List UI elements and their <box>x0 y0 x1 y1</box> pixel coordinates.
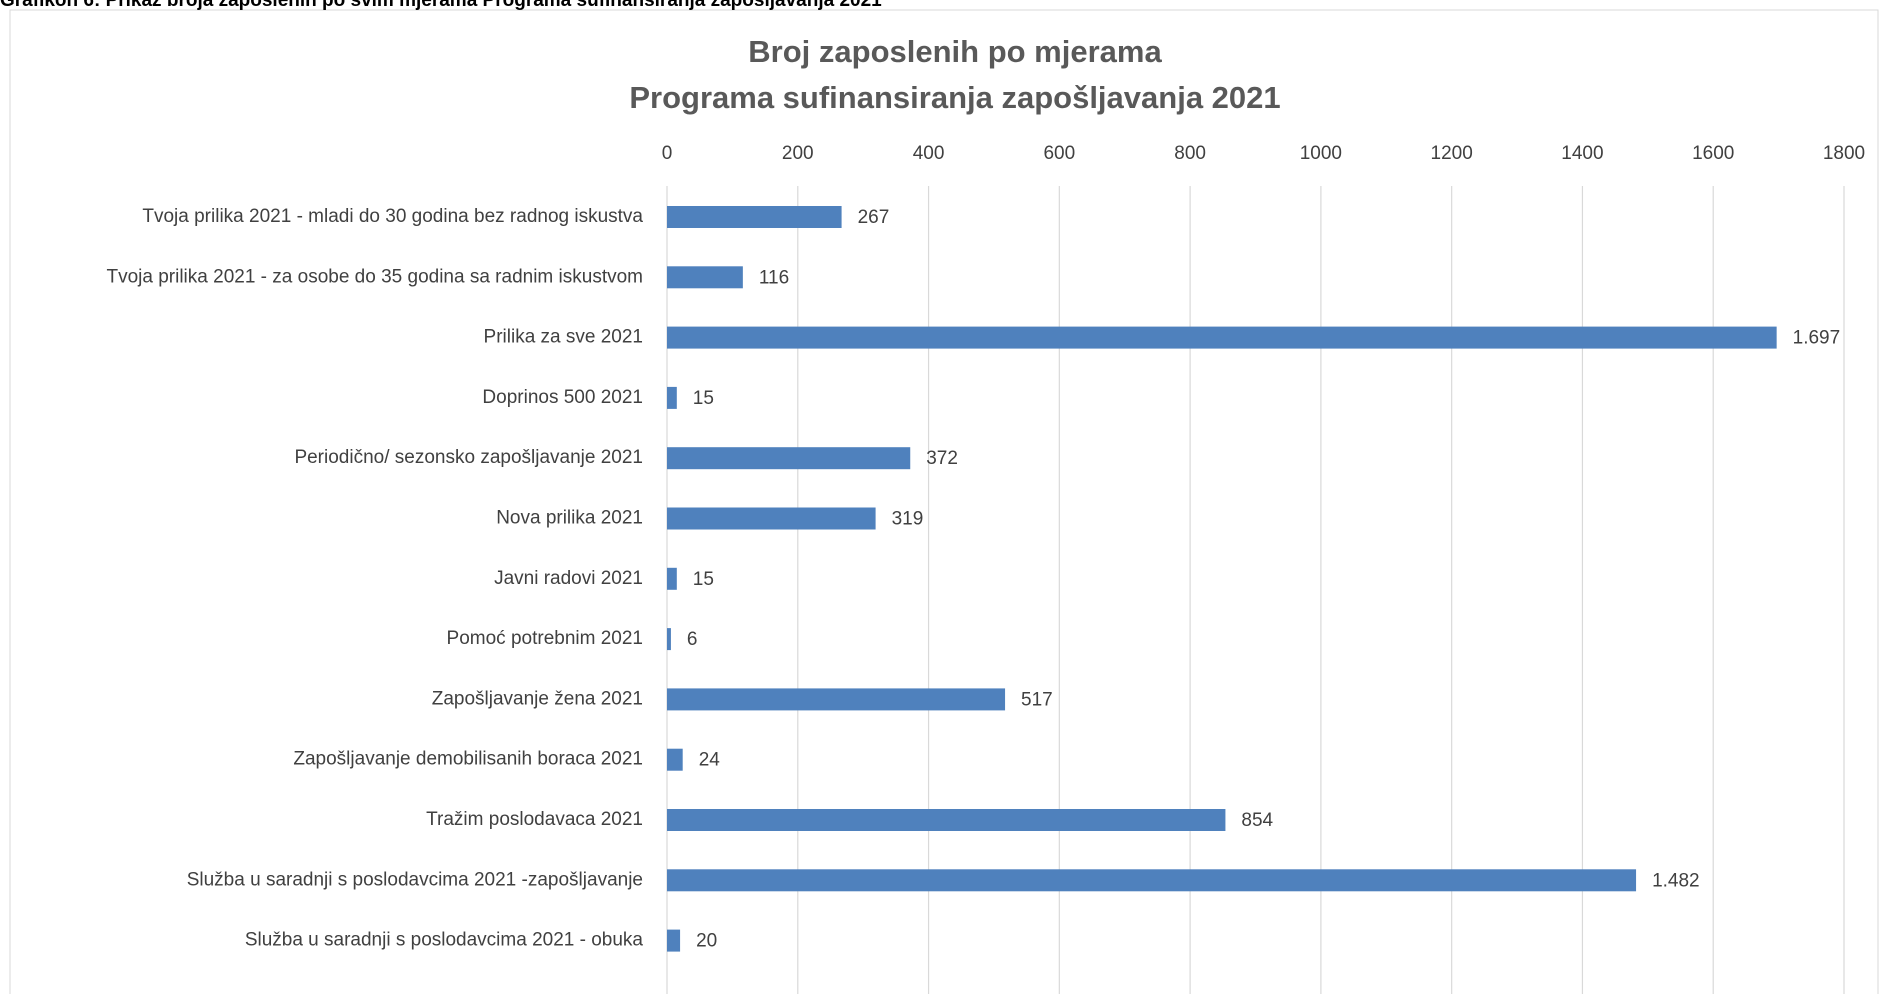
category-label: Služba u saradnji s poslodavcima 2021 -z… <box>187 869 643 890</box>
category-label: Tražim poslodavaca 2021 <box>426 809 643 830</box>
x-tick-label: 1000 <box>1300 143 1342 164</box>
data-label: 15 <box>693 569 714 590</box>
bar <box>667 748 683 771</box>
x-tick-label: 1400 <box>1561 143 1603 164</box>
category-label: Javni radovi 2021 <box>494 568 643 589</box>
data-label: 854 <box>1241 810 1273 831</box>
category-label: Tvoja prilika 2021 - za osobe do 35 godi… <box>106 266 643 287</box>
chart-frame <box>9 9 1879 994</box>
chart-title: Broj zaposlenih po mjerama <box>748 34 1162 69</box>
bar <box>667 266 743 289</box>
category-label: Periodično/ sezonsko zapošljavanje 2021 <box>294 447 643 468</box>
bar <box>667 567 677 590</box>
category-label: Nova prilika 2021 <box>496 508 643 529</box>
x-tick-label: 1800 <box>1823 143 1865 164</box>
bar <box>667 386 677 409</box>
x-tick-label: 400 <box>913 143 945 164</box>
x-tick-label: 1200 <box>1431 143 1473 164</box>
caption: Grafikon 6: Prikaz broja zaposlenih po s… <box>0 0 882 11</box>
bar <box>667 507 876 530</box>
chart-title: Programa sufinansiranja zapošljavanja 20… <box>629 80 1280 115</box>
data-label: 267 <box>858 207 890 228</box>
data-label: 372 <box>926 448 958 469</box>
bar <box>667 809 1226 831</box>
category-label: Doprinos 500 2021 <box>482 387 643 408</box>
category-label: Pomoć potrebnim 2021 <box>447 628 643 649</box>
bar <box>667 869 1637 892</box>
data-label: 24 <box>699 750 721 771</box>
category-label: Zapošljavanje demobilisanih boraca 2021 <box>293 749 643 770</box>
category-label: Prilika za sve 2021 <box>484 327 643 348</box>
x-tick-label: 800 <box>1174 143 1206 164</box>
category-label: Služba u saradnji s poslodavcima 2021 - … <box>245 930 644 951</box>
category-label: Zapošljavanje žena 2021 <box>432 688 643 709</box>
data-label: 517 <box>1021 689 1053 710</box>
x-tick-label: 200 <box>782 143 814 164</box>
data-label: 116 <box>759 267 789 288</box>
bar <box>667 206 842 228</box>
bar <box>667 326 1777 349</box>
x-tick-label: 600 <box>1043 143 1075 164</box>
data-label: 319 <box>892 509 924 530</box>
bar <box>667 688 1006 711</box>
bar <box>667 628 671 651</box>
data-label: 20 <box>696 931 717 952</box>
category-label: Tvoja prilika 2021 - mladi do 30 godina … <box>142 206 643 227</box>
bar <box>667 447 911 470</box>
bar <box>667 929 681 952</box>
data-label: 1.482 <box>1652 870 1700 891</box>
data-label: 6 <box>687 629 698 650</box>
data-label: 1.697 <box>1793 328 1841 349</box>
x-tick-label: 1600 <box>1692 143 1734 164</box>
x-tick-label: 0 <box>662 143 673 164</box>
data-label: 15 <box>693 388 714 409</box>
